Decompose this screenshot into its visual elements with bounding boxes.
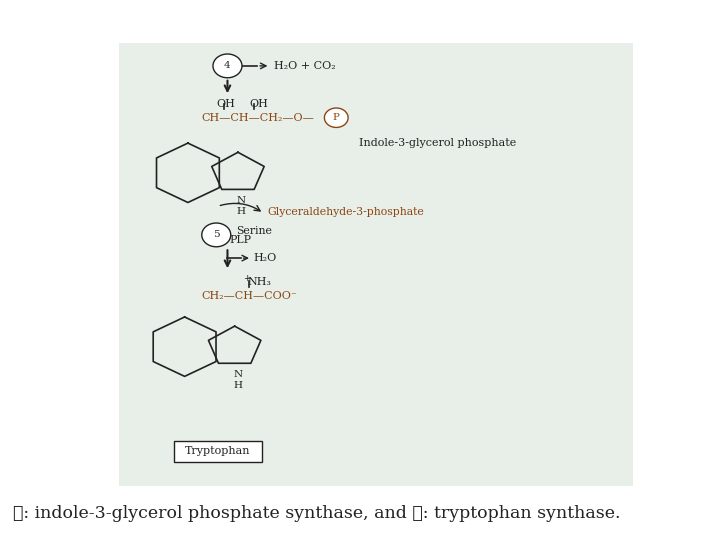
Text: Serine: Serine <box>236 226 272 236</box>
Text: OH: OH <box>249 99 268 109</box>
Text: OH: OH <box>216 99 235 109</box>
Text: 4: 4 <box>224 62 231 70</box>
Text: CH₂—CH—COO⁻: CH₂—CH—COO⁻ <box>201 291 297 301</box>
Circle shape <box>325 108 348 127</box>
FancyBboxPatch shape <box>174 441 262 462</box>
Circle shape <box>213 54 242 78</box>
Text: ⑤: indole-3-glycerol phosphate synthase, and ⑥: tryptophan synthase.: ⑤: indole-3-glycerol phosphate synthase,… <box>13 504 621 522</box>
Text: CH—CH—CH₂—O—: CH—CH—CH₂—O— <box>201 113 314 123</box>
Text: NH₃: NH₃ <box>247 278 271 287</box>
Text: N: N <box>233 370 243 379</box>
Text: P: P <box>333 113 340 122</box>
Text: Tryptophan: Tryptophan <box>185 447 251 456</box>
Text: H: H <box>237 207 246 216</box>
Text: 5: 5 <box>213 231 220 239</box>
Text: PLP: PLP <box>230 235 251 245</box>
Text: Glyceraldehyde-3-phosphate: Glyceraldehyde-3-phosphate <box>267 207 424 217</box>
Text: N: N <box>237 196 246 205</box>
Text: H₂O: H₂O <box>254 253 277 263</box>
Text: +: + <box>243 274 250 283</box>
Text: H: H <box>233 381 243 390</box>
Circle shape <box>202 223 231 247</box>
Text: H₂O + CO₂: H₂O + CO₂ <box>274 61 336 71</box>
FancyBboxPatch shape <box>119 43 633 486</box>
Text: Indole-3-glycerol phosphate: Indole-3-glycerol phosphate <box>359 138 516 148</box>
